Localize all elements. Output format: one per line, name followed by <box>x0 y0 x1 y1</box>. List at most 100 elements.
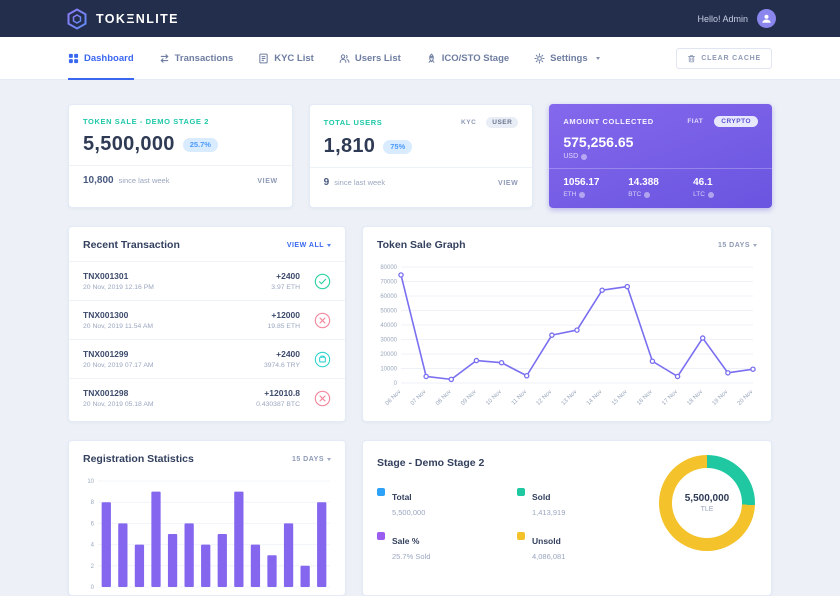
info-icon[interactable] <box>579 191 586 198</box>
svg-text:40000: 40000 <box>380 323 397 329</box>
dashboard-grid-icon <box>68 53 79 63</box>
legend-item-sale-percent: Sale % 25.7% Sold <box>377 531 509 561</box>
nav-label: Settings <box>550 52 588 64</box>
info-icon[interactable] <box>707 191 714 198</box>
registration-range-dropdown[interactable]: 15 DAYS <box>292 456 331 463</box>
svg-text:70000: 70000 <box>380 280 397 286</box>
sale-percent-swatch <box>377 532 385 540</box>
stage-legend: Total 5,500,000 Sold 1,413,919 <box>377 487 649 561</box>
legend-item-sold: Sold 1,413,919 <box>517 487 649 517</box>
view-all-label: VIEW ALL <box>286 241 324 249</box>
main-nav: Dashboard Transactions KYC List Users Li… <box>0 37 840 80</box>
token-sale-delta: 10,800 <box>83 175 114 186</box>
legend-label: Sold <box>532 492 551 502</box>
info-icon[interactable] <box>581 153 588 160</box>
legend-label: Unsold <box>532 536 561 546</box>
transaction-id: TNX001299 <box>83 349 129 359</box>
info-icon[interactable] <box>644 191 651 198</box>
svg-text:11 Nov: 11 Nov <box>511 389 528 406</box>
svg-text:13 Nov: 13 Nov <box>561 389 579 407</box>
bottom-row: Registration Statistics 15 DAYS 0 2 4 6 8 10 … <box>68 440 772 596</box>
ltc-unit: LTC <box>693 191 705 198</box>
svg-text:0: 0 <box>394 381 398 387</box>
transaction-row[interactable]: TNX001298 20 Nov, 2019 05.18 AM +12010.8… <box>69 378 345 417</box>
status-canceled-icon[interactable] <box>314 390 331 407</box>
svg-text:09 Nov: 09 Nov <box>460 389 478 407</box>
svg-text:10000: 10000 <box>380 367 397 373</box>
legend-value: 1,413,919 <box>532 508 566 517</box>
svg-text:0: 0 <box>91 585 95 591</box>
transaction-row[interactable]: TNX001300 20 Nov, 2019 11.54 AM +12000 1… <box>69 300 345 339</box>
kyc-tab[interactable]: KYC <box>461 119 477 126</box>
nav-label: Dashboard <box>84 52 134 64</box>
svg-text:19 Nov: 19 Nov <box>712 389 730 407</box>
status-success-icon[interactable] <box>314 273 331 290</box>
nav-item-dashboard[interactable]: Dashboard <box>68 37 134 80</box>
clear-cache-label: CLEAR CACHE <box>701 54 761 62</box>
transaction-amount: +12000 <box>271 310 300 320</box>
status-pending-icon[interactable] <box>314 351 331 368</box>
total-swatch <box>377 488 385 496</box>
token-sale-view-link[interactable]: VIEW <box>257 178 278 185</box>
total-users-view-link[interactable]: VIEW <box>498 180 519 187</box>
nav-item-ico-sto-stage[interactable]: ICO/STO Stage <box>426 37 509 80</box>
legend-label: Total <box>392 492 412 502</box>
registration-statistics-card: Registration Statistics 15 DAYS 0 2 4 6 8 10 <box>68 440 346 596</box>
total-users-percent-badge: 75% <box>383 139 413 154</box>
users-icon <box>339 53 350 63</box>
stage-title: Stage - Demo Stage 2 <box>377 457 485 469</box>
transaction-date: 20 Nov, 2019 05.18 AM <box>83 401 154 408</box>
crypto-tab[interactable]: CRYPTO <box>714 116 759 127</box>
clear-cache-button[interactable]: CLEAR CACHE <box>676 47 772 69</box>
token-graph-range-dropdown[interactable]: 15 DAYS <box>718 242 757 249</box>
ltc-value: 46.1 <box>693 177 713 188</box>
transaction-row[interactable]: TNX001299 20 Nov, 2019 07.17 AM +2400 39… <box>69 339 345 378</box>
tokenlite-logo-icon <box>67 7 87 30</box>
svg-text:20000: 20000 <box>380 352 397 358</box>
total-users-stat-card: TOTAL USERS KYC USER 1,810 75% 9 since l… <box>308 104 534 208</box>
transaction-amount: +2400 <box>276 271 300 281</box>
sold-swatch <box>517 488 525 496</box>
nav-label: Transactions <box>174 52 234 64</box>
svg-text:14 Nov: 14 Nov <box>586 389 604 407</box>
nav-item-users-list[interactable]: Users List <box>339 37 401 80</box>
transaction-sub-amount: 19.85 ETH <box>267 323 301 330</box>
gear-icon <box>534 52 545 64</box>
nav-items: Dashboard Transactions KYC List Users Li… <box>68 37 600 80</box>
transaction-amount: +2400 <box>276 349 300 359</box>
user-menu[interactable]: Hello! Admin <box>697 9 776 28</box>
svg-text:17 Nov: 17 Nov <box>661 389 679 407</box>
total-users-title: TOTAL USERS <box>323 118 383 127</box>
svg-text:8: 8 <box>91 500 95 506</box>
stats-row: TOKEN SALE - DEMO STAGE 2 5,500,000 25.7… <box>68 104 773 208</box>
rocket-icon <box>428 53 435 63</box>
nav-item-settings[interactable]: Settings <box>534 37 600 80</box>
recent-transactions-title: Recent Transaction <box>83 239 180 251</box>
svg-text:30000: 30000 <box>380 338 397 344</box>
brand[interactable]: TOKΞNLITE <box>66 7 179 30</box>
eth-unit: ETH <box>563 191 577 198</box>
total-users-delta-label: since last week <box>334 178 386 187</box>
btc-value: 14.388 <box>628 177 659 188</box>
nav-item-transactions[interactable]: Transactions <box>159 37 234 80</box>
user-tab[interactable]: USER <box>486 117 519 128</box>
btc-unit: BTC <box>628 191 642 198</box>
nav-item-kyc-list[interactable]: KYC List <box>258 37 314 80</box>
fiat-tab[interactable]: FIAT <box>687 118 704 125</box>
amount-collected-card: AMOUNT COLLECTED FIAT CRYPTO 575,256.65 … <box>549 104 773 208</box>
eth-collected: 1056.17 ETH <box>563 177 628 198</box>
transaction-id: TNX001300 <box>83 310 129 320</box>
user-avatar[interactable] <box>757 9 776 28</box>
legend-item-total: Total 5,500,000 <box>377 487 509 517</box>
range-label: 15 DAYS <box>291 455 324 463</box>
token-sale-stat-card: TOKEN SALE - DEMO STAGE 2 5,500,000 25.7… <box>68 104 293 208</box>
transaction-row[interactable]: TNX001301 20 Nov, 2019 12.16 PM +2400 3.… <box>69 261 345 300</box>
nav-label: ICO/STO Stage <box>441 52 510 64</box>
status-canceled-icon[interactable] <box>314 312 331 329</box>
view-all-link[interactable]: VIEW ALL <box>287 242 331 249</box>
svg-text:10 Nov: 10 Nov <box>485 389 503 407</box>
legend-value: 4,086,081 <box>532 552 566 561</box>
svg-text:08 Nov: 08 Nov <box>435 389 453 407</box>
svg-text:2: 2 <box>91 564 95 570</box>
